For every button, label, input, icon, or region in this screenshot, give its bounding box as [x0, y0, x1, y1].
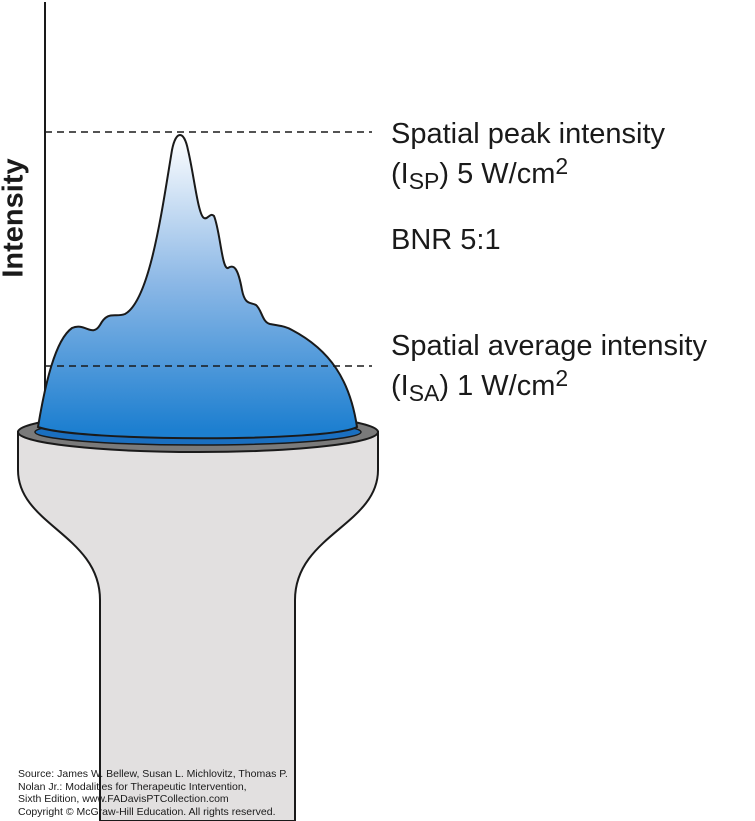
- bnr-ratio-label: BNR 5:1: [391, 224, 501, 256]
- spatial-average-label: Spatial average intensity: [391, 330, 707, 362]
- spatial-peak-unit-exponent: 2: [555, 153, 569, 179]
- spatial-average-subscript: SA: [408, 380, 440, 406]
- spatial-average-value: (ISA) 1 W/cm2: [391, 365, 569, 406]
- spatial-peak-label: Spatial peak intensity: [391, 118, 666, 150]
- source-line: Source: James W. Bellew, Susan L. Michlo…: [18, 768, 288, 780]
- source-line: Copyright © McGraw-Hill Education. All r…: [18, 805, 276, 818]
- source-citation: Source: James W. Bellew, Susan L. Michlo…: [18, 768, 288, 818]
- beam-intensity-profile: [36, 134, 359, 440]
- spatial-average-number: ) 1 W/cm: [439, 370, 556, 402]
- spatial-average-open: (I: [391, 370, 409, 402]
- source-line: Nolan Jr.: Modalities for Therapeutic In…: [18, 780, 247, 793]
- source-line: Sixth Edition, www.FADavisPTCollection.c…: [18, 793, 229, 806]
- intensity-axis-label: Intensity: [0, 158, 30, 278]
- spatial-average-unit-exponent: 2: [555, 365, 569, 391]
- spatial-peak-value: (ISP) 5 W/cm2: [391, 153, 569, 194]
- spatial-peak-subscript: SP: [408, 168, 440, 194]
- spatial-peak-open: (I: [391, 158, 409, 190]
- spatial-peak-number: ) 5 W/cm: [439, 158, 556, 190]
- transducer-handle: [17, 431, 379, 821]
